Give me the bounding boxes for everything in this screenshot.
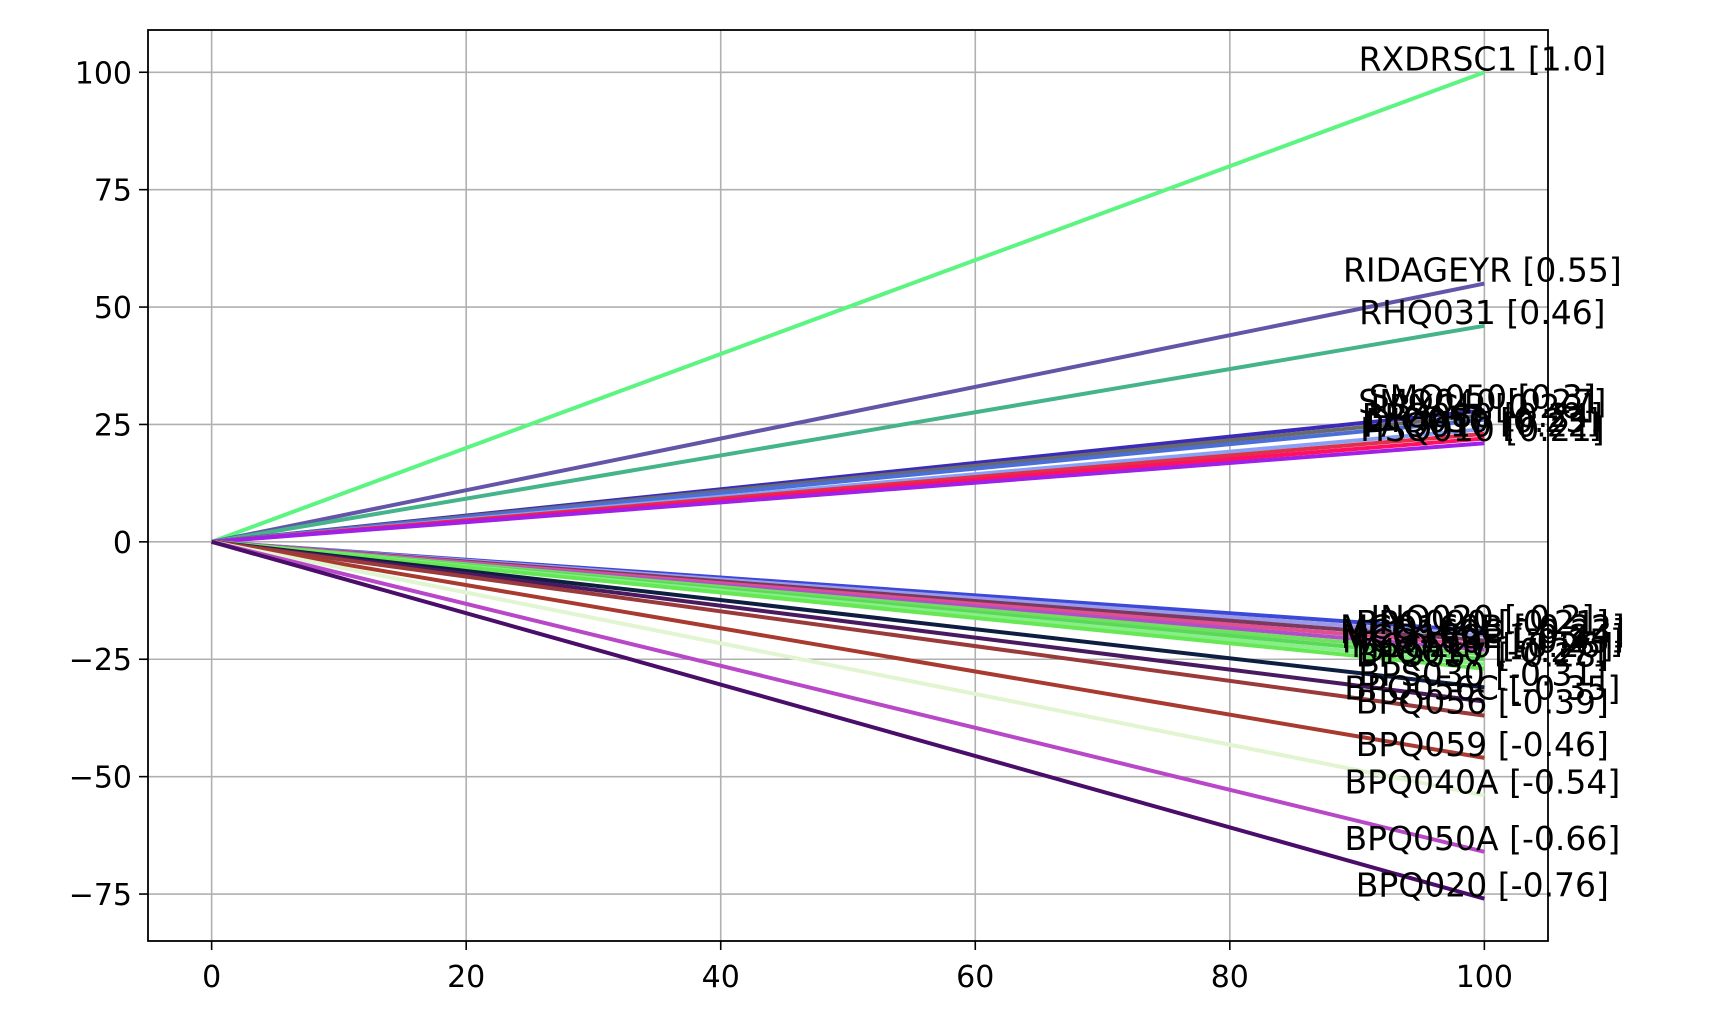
- y-tick-label: −75: [69, 878, 132, 913]
- series-line-bpq059: [211, 539, 1485, 760]
- series-label-hsq010: HSQ010 [0.21]: [1360, 410, 1604, 449]
- series-label-smq040: SMQ040 [0.27]: [1358, 382, 1606, 421]
- x-tick-label: 80: [1211, 960, 1249, 995]
- series-label-bpq057: BPQ057 [-0.28]: [1356, 636, 1609, 675]
- y-tick-label: −25: [69, 643, 132, 678]
- series-label-bpq056c: BPQ056C [-0.35]: [1344, 669, 1620, 708]
- series-layer: [210, 70, 1486, 901]
- series-line-bpq056c: [211, 539, 1485, 704]
- series-line-rxdrsc1: [210, 70, 1486, 544]
- x-tick-label: 40: [702, 960, 740, 995]
- series-line-rhq031: [211, 323, 1485, 544]
- series-label-smq050: SMQ050 [0.3]: [1369, 377, 1596, 416]
- series-line-bpq040a: [211, 539, 1485, 798]
- series-label-mcq160f: MCQ160F [-0.25]: [1342, 622, 1623, 661]
- series-label-bps030: BPS030 [-0.31]: [1358, 654, 1606, 693]
- series-line-hsq010: [211, 441, 1485, 544]
- series-line-bps030: [211, 539, 1485, 690]
- series-label-bpq040a: BPQ040A [-0.54]: [1345, 762, 1621, 801]
- series-label-bpq056: BPQ056 [-0.39]: [1356, 683, 1609, 722]
- series-label-mcq220: MCQ220 [-0.26]: [1351, 626, 1613, 665]
- series-label-diq050: DIQ050 [0.23]: [1365, 401, 1599, 440]
- series-label-paq610: PAQ610 [0.22]: [1363, 406, 1601, 445]
- series-labels-layer: RXDRSC1 [1.0] RIDAGEYR [0.55]RHQ031 [0.46…: [1340, 39, 1625, 904]
- series-label-mcq160c: MCQ160C [-0.23]: [1340, 612, 1625, 651]
- series-line-bpq056: [211, 539, 1485, 718]
- x-tick-label: 20: [447, 960, 485, 995]
- series-label-bpq059: BPQ059 [-0.46]: [1356, 725, 1609, 764]
- x-tick-label: 0: [202, 960, 221, 995]
- series-label-bpq080: BPQ080 [0.24]: [1362, 396, 1603, 435]
- series-label-bpq020: BPQ020 [-0.76]: [1356, 866, 1609, 905]
- x-tick-label: 60: [956, 960, 994, 995]
- series-label-ridageyr: RIDAGEYR [0.55]: [1343, 251, 1622, 290]
- series-label-mcq160e: MCQ160E [-0.24]: [1341, 617, 1624, 656]
- grid-layer: [148, 30, 1548, 941]
- series-label-diq010: DIQ010 [-0.27]: [1359, 631, 1605, 670]
- ticks-layer: 0 20 40 60 80 100 100 75 50 25 0 −25 −50 −75: [69, 56, 1513, 995]
- series-line-bpq050a: [211, 539, 1485, 854]
- y-tick-label: 0: [113, 526, 132, 561]
- series-label-lbxgh: LBXGH [0.26]: [1370, 387, 1594, 426]
- series-label-bpq090: BPQ090 [-0.21]: [1356, 603, 1609, 642]
- x-tick-label: 100: [1456, 960, 1513, 995]
- y-tick-label: 75: [94, 174, 132, 209]
- plot-frame: [147, 29, 1549, 942]
- y-tick-label: 25: [94, 408, 132, 443]
- y-tick-label: 50: [94, 291, 132, 326]
- y-tick-label: 100: [75, 56, 132, 91]
- series-line-bpq020: [211, 539, 1485, 901]
- series-label-rxdrsc1: RXDRSC1 [1.0]: [1359, 39, 1607, 78]
- series-label-inq020: INQ020 [-0.2]: [1370, 598, 1594, 637]
- y-tick-label: −50: [69, 761, 132, 796]
- series-label-rhq031: RHQ031 [0.46]: [1359, 293, 1605, 332]
- series-label-bpq050a: BPQ050A [-0.66]: [1345, 819, 1621, 858]
- series-label-mcq160b: MCQ160B [-0.22]: [1340, 607, 1625, 646]
- series-line-bpq057: [211, 539, 1485, 671]
- series-line-ridageyr: [211, 281, 1485, 544]
